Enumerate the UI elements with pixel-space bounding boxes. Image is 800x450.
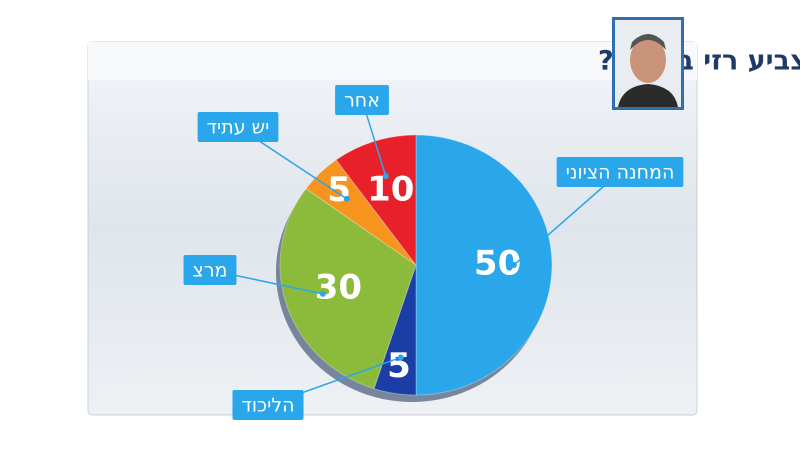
value-label: 30 — [315, 268, 362, 308]
category-tag: מרצ — [183, 255, 237, 285]
category-label: אחר — [344, 90, 380, 112]
category-tag: יש עתיד — [197, 112, 279, 142]
pie-slice — [305, 159, 417, 266]
leader-line — [513, 171, 621, 266]
tag-box — [556, 157, 684, 187]
category-label: המחנה הציוני — [566, 162, 675, 184]
photo — [612, 17, 684, 110]
title-bar — [88, 42, 697, 80]
leader-dot — [319, 290, 326, 297]
category-tag: המחנה הציוני — [556, 157, 684, 187]
category-label: הליכוד — [241, 395, 294, 417]
value-label: 5 — [387, 346, 411, 386]
leader-dot — [397, 354, 404, 361]
category-tag: הליכוד — [232, 390, 304, 420]
tag-box — [232, 390, 304, 420]
leader-dot — [382, 172, 389, 179]
value-label: 5 — [327, 170, 351, 210]
value-label: 10 — [367, 169, 414, 209]
category-tag: אחר — [335, 85, 389, 115]
category-label: יש עתיד — [207, 117, 270, 139]
category-label: מרצ — [193, 260, 228, 282]
pie-slice — [335, 134, 417, 267]
tag-box — [197, 112, 279, 142]
pie-slice — [415, 134, 553, 396]
leader-dot — [510, 262, 517, 268]
tag-box — [335, 85, 389, 115]
leader-dot — [343, 195, 350, 202]
tag-box — [183, 255, 237, 285]
